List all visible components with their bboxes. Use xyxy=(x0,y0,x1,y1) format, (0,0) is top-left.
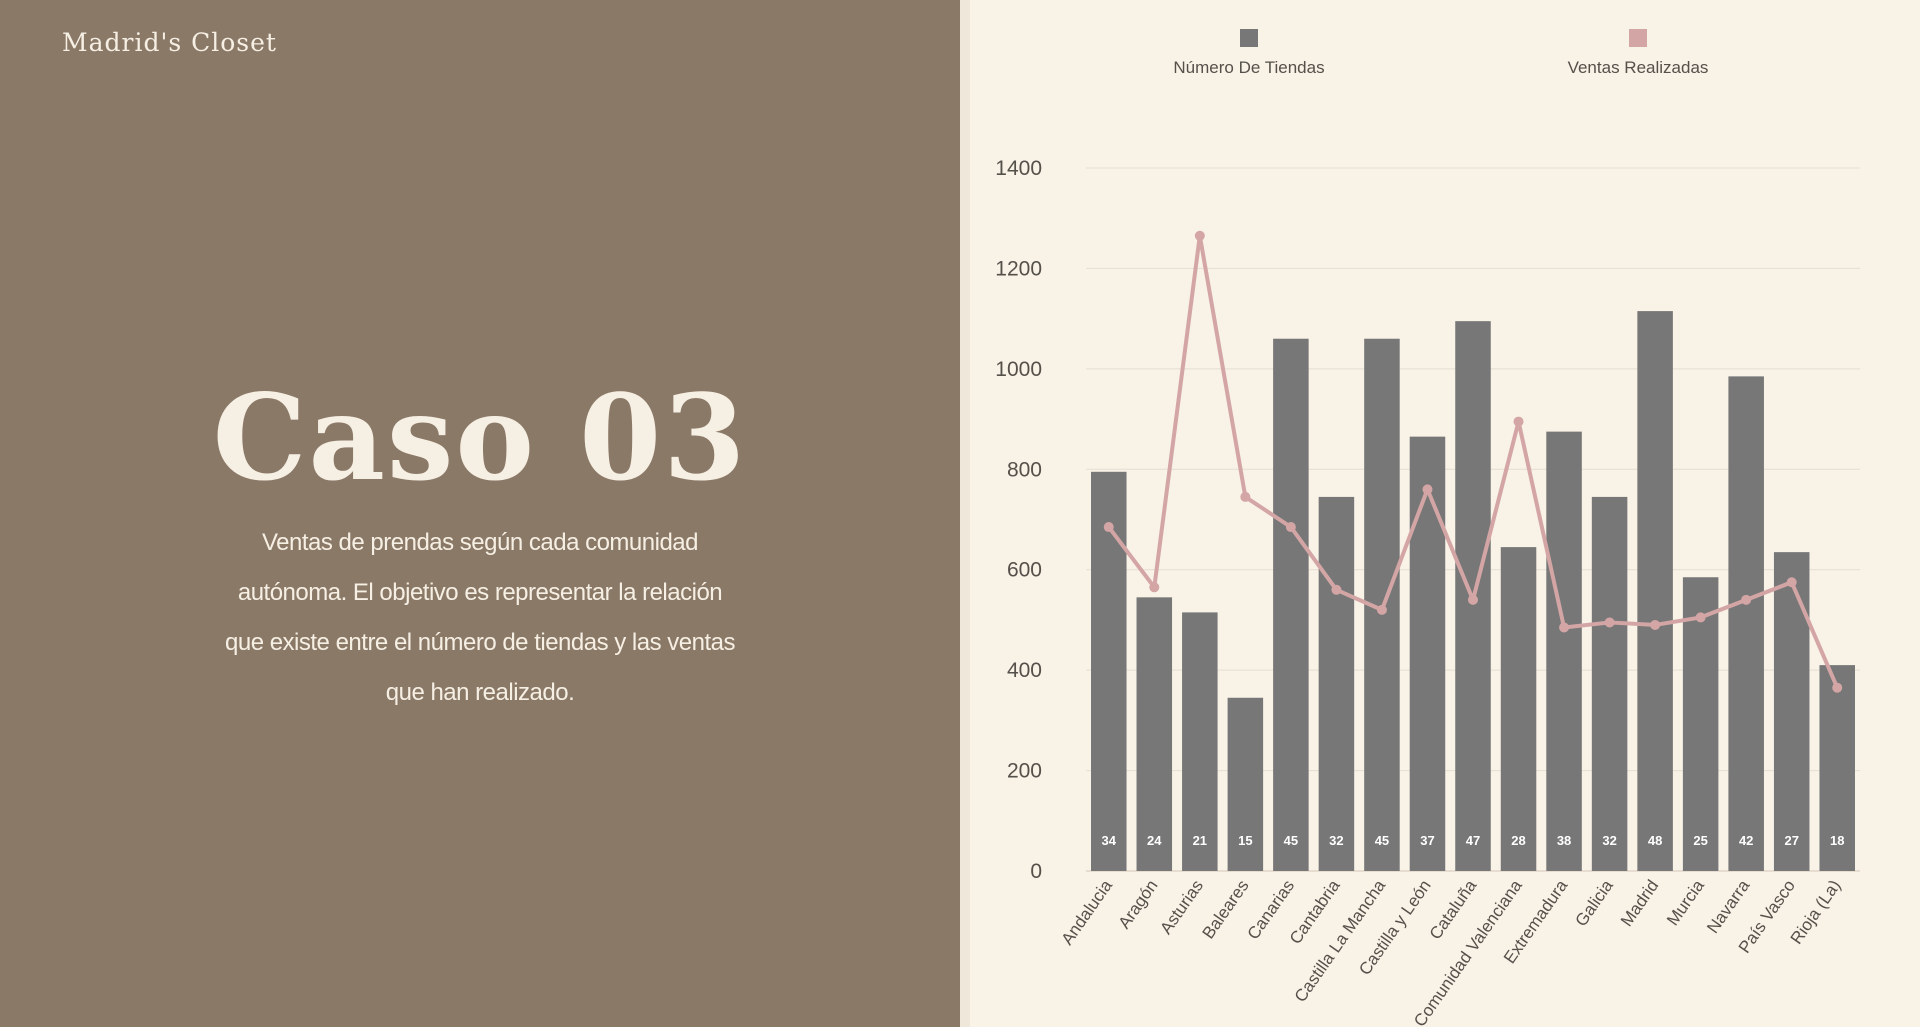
line-point xyxy=(1832,682,1843,693)
legend-label: Número De Tiendas xyxy=(1173,58,1324,77)
bar-data-label: 21 xyxy=(1193,833,1207,848)
bar-data-label: 27 xyxy=(1784,833,1798,848)
bar xyxy=(1273,338,1309,871)
y-tick-label: 1400 xyxy=(995,157,1042,180)
bar-data-label: 38 xyxy=(1557,833,1571,848)
bar-data-label: 32 xyxy=(1329,833,1343,848)
y-tick-label: 600 xyxy=(1007,559,1042,582)
bar-data-label: 28 xyxy=(1511,833,1525,848)
bar xyxy=(1773,552,1810,871)
y-tick-label: 0 xyxy=(1030,860,1042,883)
slide-description: Ventas de prendas según cada comunidad a… xyxy=(225,529,735,706)
bar xyxy=(1819,665,1855,871)
legend-swatch xyxy=(1629,29,1647,47)
bar xyxy=(1091,471,1127,871)
y-tick-label: 1000 xyxy=(995,358,1042,381)
line-point xyxy=(1559,622,1570,633)
bar-data-label: 47 xyxy=(1466,833,1480,848)
right-panel: 0 200 400 600 800 1000 1200 1400 34 24 21 15 45 32 45 3… xyxy=(970,0,1920,1027)
line-point xyxy=(1468,594,1478,605)
line-point xyxy=(1604,617,1615,628)
bar xyxy=(1637,311,1673,871)
x-tick-label: Murcia xyxy=(1663,876,1708,929)
bar-data-label: 42 xyxy=(1739,833,1753,848)
bar-data-label: 34 xyxy=(1102,833,1117,848)
bar-data-label: 45 xyxy=(1284,833,1298,848)
legend-label: Ventas Realizadas xyxy=(1568,58,1709,77)
line-point xyxy=(1741,594,1752,605)
bar xyxy=(1318,496,1355,871)
bar xyxy=(1682,577,1719,871)
line-point xyxy=(1240,491,1251,502)
bar-data-label: 24 xyxy=(1147,833,1162,848)
bar xyxy=(1182,612,1218,871)
line-point xyxy=(1786,577,1797,588)
y-tick-label: 800 xyxy=(1007,458,1042,481)
bar xyxy=(1136,597,1173,871)
chart: 0 200 400 600 800 1000 1200 1400 34 24 21 15 45 32 45 3… xyxy=(995,29,1860,1027)
line-point xyxy=(1376,604,1387,615)
line-point xyxy=(1422,484,1433,495)
bar xyxy=(1500,547,1537,871)
bar xyxy=(1227,697,1264,871)
brand-logo: Madrid's Closet xyxy=(62,28,277,57)
line-point xyxy=(1194,230,1205,241)
bar xyxy=(1546,431,1582,871)
bar-data-label: 32 xyxy=(1602,833,1616,848)
bar-data-label: 18 xyxy=(1830,833,1844,848)
line-point xyxy=(1103,522,1114,533)
x-tick-label: Aragón xyxy=(1115,876,1162,932)
line-point xyxy=(1695,612,1706,623)
line-point xyxy=(1513,416,1524,427)
x-tick-label: Navarra xyxy=(1703,876,1754,937)
y-tick-label: 400 xyxy=(1007,659,1042,682)
x-tick-label: Andalucia xyxy=(1058,876,1117,949)
line-point xyxy=(1149,582,1160,593)
bar-data-label: 15 xyxy=(1238,833,1252,848)
bar xyxy=(1728,376,1764,871)
panel-divider xyxy=(960,0,970,1027)
bar-data-label: 37 xyxy=(1420,833,1434,848)
line-point xyxy=(1650,619,1661,630)
slide-title: Caso 03 xyxy=(212,368,748,507)
bar-data-label: 45 xyxy=(1375,833,1389,848)
y-tick-label: 1200 xyxy=(995,257,1042,280)
bar-data-label: 25 xyxy=(1693,833,1707,848)
bar-data-label: 48 xyxy=(1648,833,1662,848)
bar xyxy=(1409,436,1446,871)
line-point xyxy=(1331,584,1342,595)
legend-swatch xyxy=(1240,29,1258,47)
x-tick-label: Madrid xyxy=(1617,876,1662,929)
left-panel: Madrid's Closet Caso 03 Ventas de prenda… xyxy=(62,28,748,706)
x-tick-label: Galicia xyxy=(1571,876,1617,930)
bar xyxy=(1591,496,1628,871)
y-tick-label: 200 xyxy=(1007,760,1042,783)
line-point xyxy=(1285,522,1296,533)
